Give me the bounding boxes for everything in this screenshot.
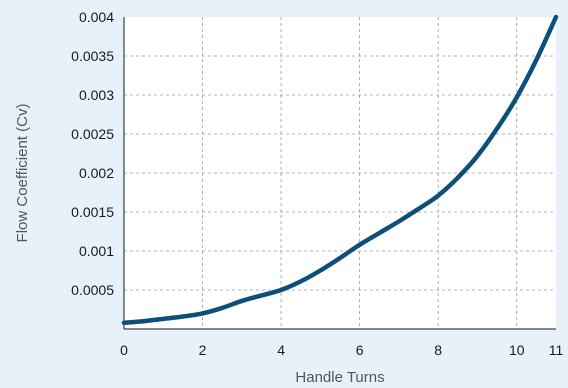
x-tick-label: 2 <box>199 342 207 358</box>
x-tick-label: 0 <box>120 342 128 358</box>
x-tick-label: 10 <box>509 342 525 358</box>
y-axis-label: Flow Coefficient (Cv) <box>14 104 31 243</box>
y-tick-label: 0.001 <box>79 243 114 259</box>
x-tick-label: 6 <box>356 342 364 358</box>
grid-lines <box>124 17 556 329</box>
x-tick-label: 4 <box>277 342 285 358</box>
x-tick-label: 8 <box>434 342 442 358</box>
y-tick-label: 0.003 <box>79 87 114 103</box>
y-tick-label: 0.0025 <box>71 126 114 142</box>
x-tick-label: 11 <box>549 342 564 358</box>
y-tick-label: 0.0035 <box>71 48 114 64</box>
y-tick-label: 0.0005 <box>71 282 114 298</box>
axes <box>123 17 556 330</box>
x-axis-label: Handle Turns <box>295 369 384 386</box>
y-tick-labels: 0.0005 0.001 0.0015 0.002 0.0025 0.003 0.0035 0… <box>71 9 114 298</box>
y-tick-label: 0.004 <box>79 9 114 25</box>
y-tick-label: 0.0015 <box>71 204 114 220</box>
x-tick-labels: 0 2 4 6 8 10 11 <box>120 342 563 358</box>
y-tick-label: 0.002 <box>79 165 114 181</box>
series-line <box>121 14 559 326</box>
